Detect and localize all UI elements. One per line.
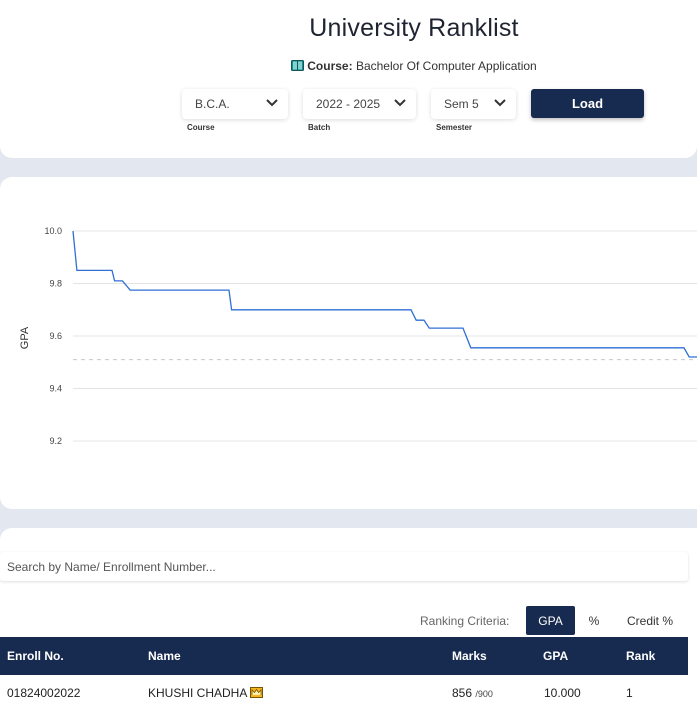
- y-tick-label: 9.4: [49, 384, 62, 394]
- column-header-enroll[interactable]: Enroll No.: [7, 649, 64, 663]
- chevron-down-icon: [494, 99, 506, 107]
- y-axis-label: GPA: [19, 326, 31, 349]
- header-card: University Ranklist Course: Bachelor Of …: [0, 0, 697, 158]
- gpa-chart-card: 10.0 9.8 9.6 9.4 9.2 GPA: [0, 177, 697, 509]
- course-select-label: Course: [187, 123, 215, 132]
- page-title: University Ranklist: [309, 14, 519, 42]
- cell-enroll: 01824002022: [7, 686, 81, 700]
- course-name: Bachelor Of Computer Application: [355, 59, 537, 73]
- criteria-gpa-button[interactable]: GPA: [526, 606, 575, 635]
- cell-rank: 1: [626, 686, 633, 700]
- course-select[interactable]: B.C.A.: [182, 89, 288, 119]
- ranking-criteria-label: Ranking Criteria:: [420, 614, 510, 628]
- semester-select-value: Sem 5: [444, 97, 479, 111]
- student-name: KHUSHI CHADHA: [148, 686, 248, 700]
- batch-select-label: Batch: [308, 123, 331, 132]
- semester-select[interactable]: Sem 5: [431, 89, 516, 119]
- y-tick-label: 9.2: [49, 436, 62, 446]
- table-header: Enroll No. Name Marks GPA Rank: [0, 637, 688, 675]
- gpa-line-chart: 10.0 9.8 9.6 9.4 9.2 GPA: [19, 226, 697, 446]
- column-header-gpa[interactable]: GPA: [543, 649, 569, 663]
- chevron-down-icon: [394, 99, 406, 107]
- column-header-rank[interactable]: Rank: [626, 649, 656, 663]
- cell-marks: 856 /900: [452, 675, 493, 712]
- cell-gpa: 10.000: [544, 686, 581, 700]
- y-tick-label: 9.6: [49, 331, 62, 341]
- chevron-down-icon: [266, 99, 278, 107]
- search-input[interactable]: [0, 552, 688, 581]
- semester-select-label: Semester: [436, 123, 473, 132]
- batch-select[interactable]: 2022 - 2025: [303, 89, 416, 119]
- y-tick-label: 10.0: [44, 226, 62, 236]
- table-row[interactable]: 01824002022 KHUSHI CHADHA 856 /900 10.00…: [0, 675, 688, 711]
- column-header-name[interactable]: Name: [148, 649, 181, 663]
- batch-select-value: 2022 - 2025: [316, 97, 381, 111]
- marks-total: /900: [475, 689, 493, 699]
- course-line: Course: Bachelor Of Computer Application: [0, 59, 697, 73]
- load-button[interactable]: Load: [531, 89, 644, 118]
- column-header-marks[interactable]: Marks: [452, 649, 487, 663]
- criteria-credit-percent-button[interactable]: Credit %: [617, 606, 683, 635]
- crown-icon: [250, 687, 264, 698]
- book-icon: [291, 60, 305, 71]
- course-label: Course:: [307, 59, 353, 73]
- marks-value: 856: [452, 686, 473, 700]
- course-select-value: B.C.A.: [195, 97, 230, 111]
- gpa-series-line: [72, 230, 697, 358]
- cell-name: KHUSHI CHADHA: [148, 675, 264, 711]
- y-tick-label: 9.8: [49, 279, 62, 289]
- criteria-percent-button[interactable]: %: [579, 606, 609, 635]
